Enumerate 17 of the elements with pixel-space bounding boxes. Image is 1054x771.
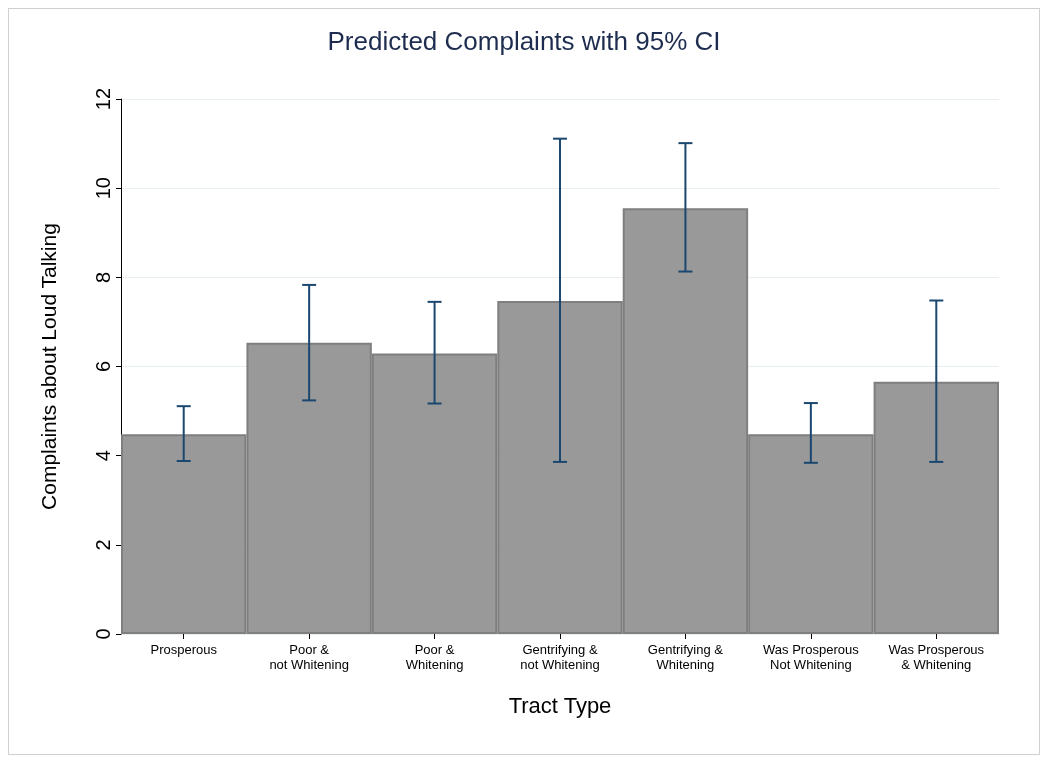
x-tick-label: Gentrifying & not Whitening — [520, 642, 600, 672]
y-tick-label: 0 — [92, 628, 114, 640]
y-tick-label: 4 — [92, 450, 114, 462]
x-tick-label: Was Prosperous Not Whitening — [763, 642, 860, 672]
chart-title: Predicted Complaints with 95% CI — [327, 26, 721, 56]
x-tick-label: Poor & not Whitening — [269, 642, 349, 672]
x-tick-label: Was Prosperous & Whitening — [888, 642, 985, 672]
y-tick-label: 2 — [92, 539, 114, 551]
y-axis-title: Complaints about Loud Talking — [37, 223, 60, 510]
y-tick-label: 10 — [92, 177, 114, 200]
x-tick-label: Poor & Whitening — [405, 642, 464, 672]
x-tick-label: Prosperous — [150, 642, 218, 657]
x-tick-label: Gentrifying & Whitening — [647, 642, 724, 672]
y-tick-label: 12 — [92, 87, 114, 111]
y-tick-label: 8 — [92, 271, 114, 283]
y-tick-label: 6 — [92, 360, 114, 373]
x-axis-title: Tract Type — [508, 692, 612, 718]
